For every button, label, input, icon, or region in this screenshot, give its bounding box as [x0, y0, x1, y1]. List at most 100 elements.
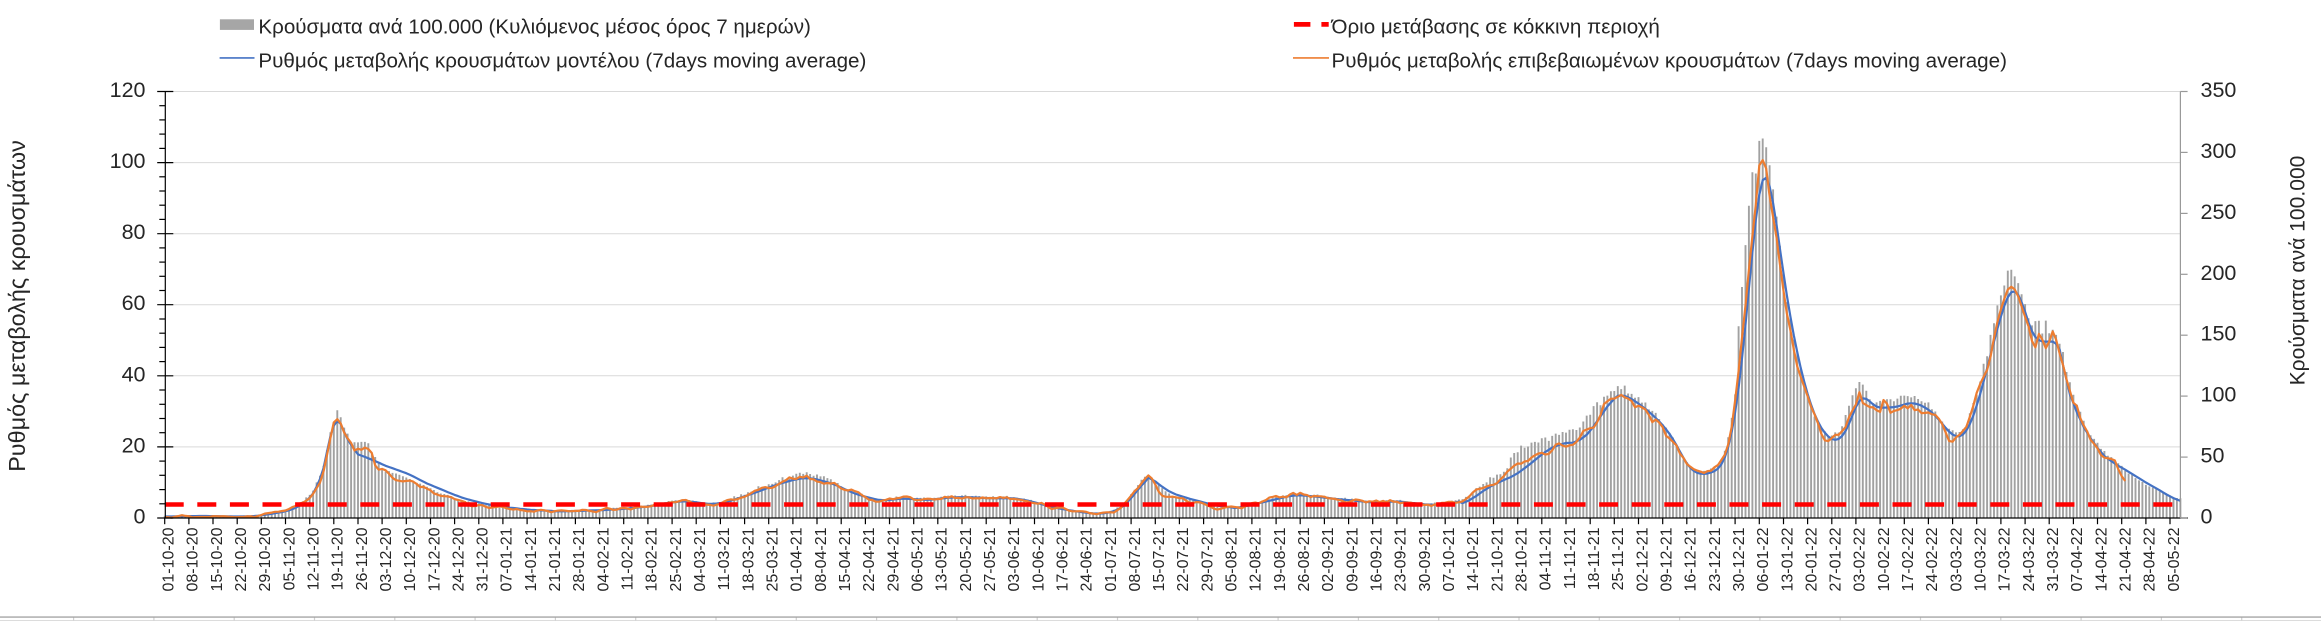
svg-text:11-02-21: 11-02-21: [620, 527, 637, 590]
svg-text:05-05-22: 05-05-22: [2166, 527, 2183, 591]
svg-text:22-10-20: 22-10-20: [233, 527, 250, 591]
svg-text:12-11-20: 12-11-20: [306, 527, 323, 590]
svg-text:05-08-21: 05-08-21: [1224, 527, 1241, 591]
svg-text:21-10-21: 21-10-21: [1489, 527, 1506, 591]
svg-text:100: 100: [2201, 383, 2237, 407]
svg-text:21-01-21: 21-01-21: [547, 527, 564, 591]
svg-text:20-05-21: 20-05-21: [958, 527, 975, 591]
svg-text:03-12-20: 03-12-20: [378, 527, 395, 591]
svg-text:03-06-21: 03-06-21: [1006, 527, 1023, 591]
svg-text:28-01-21: 28-01-21: [571, 527, 588, 591]
svg-text:22-07-21: 22-07-21: [1175, 527, 1192, 591]
svg-text:25-03-21: 25-03-21: [765, 527, 782, 591]
svg-text:14-01-21: 14-01-21: [523, 527, 540, 591]
svg-text:07-04-22: 07-04-22: [2069, 527, 2086, 591]
svg-text:18-02-21: 18-02-21: [644, 527, 661, 591]
svg-text:80: 80: [122, 220, 146, 244]
svg-text:31-03-22: 31-03-22: [2045, 527, 2062, 591]
svg-text:27-05-21: 27-05-21: [982, 527, 999, 591]
svg-text:20-01-22: 20-01-22: [1803, 527, 1820, 591]
svg-text:25-02-21: 25-02-21: [668, 527, 685, 591]
svg-text:19-08-21: 19-08-21: [1272, 527, 1289, 591]
svg-text:26-11-20: 26-11-20: [354, 527, 371, 590]
svg-text:10-02-22: 10-02-22: [1876, 527, 1893, 591]
svg-text:300: 300: [2201, 139, 2237, 163]
svg-text:17-12-20: 17-12-20: [426, 527, 443, 591]
svg-text:23-12-21: 23-12-21: [1707, 527, 1724, 591]
svg-text:09-09-21: 09-09-21: [1344, 527, 1361, 591]
svg-text:Κρούσματα ανά 100.000 (Κυλιόμε: Κρούσματα ανά 100.000 (Κυλιόμενος μέσος …: [258, 16, 810, 39]
svg-text:04-02-21: 04-02-21: [595, 527, 612, 591]
svg-text:0: 0: [2201, 505, 2213, 529]
svg-text:23-09-21: 23-09-21: [1393, 527, 1410, 591]
svg-text:29-10-20: 29-10-20: [257, 527, 274, 591]
svg-text:11-11-21: 11-11-21: [1562, 527, 1579, 589]
svg-text:24-02-22: 24-02-22: [1924, 527, 1941, 591]
svg-text:21-04-22: 21-04-22: [2118, 527, 2135, 591]
svg-text:15-10-20: 15-10-20: [209, 527, 226, 591]
svg-text:14-04-22: 14-04-22: [2093, 527, 2110, 591]
svg-text:17-02-22: 17-02-22: [1900, 527, 1917, 591]
svg-text:08-07-21: 08-07-21: [1127, 527, 1144, 591]
svg-text:250: 250: [2201, 200, 2237, 224]
svg-text:06-01-22: 06-01-22: [1755, 527, 1772, 591]
svg-text:28-10-21: 28-10-21: [1514, 527, 1531, 591]
svg-text:29-07-21: 29-07-21: [1199, 527, 1216, 591]
svg-text:22-04-21: 22-04-21: [861, 527, 878, 591]
svg-text:18-11-21: 18-11-21: [1586, 527, 1603, 590]
svg-text:16-09-21: 16-09-21: [1369, 527, 1386, 591]
svg-text:07-01-21: 07-01-21: [499, 527, 516, 591]
svg-text:0: 0: [134, 505, 146, 529]
svg-text:18-03-21: 18-03-21: [740, 527, 757, 591]
svg-text:25-11-21: 25-11-21: [1610, 527, 1627, 590]
svg-text:06-05-21: 06-05-21: [910, 527, 927, 591]
svg-text:03-02-22: 03-02-22: [1852, 527, 1869, 591]
svg-text:50: 50: [2201, 444, 2225, 468]
svg-text:30-09-21: 30-09-21: [1417, 527, 1434, 591]
svg-text:17-06-21: 17-06-21: [1054, 527, 1071, 591]
svg-text:01-10-20: 01-10-20: [161, 527, 178, 591]
svg-text:04-11-21: 04-11-21: [1538, 527, 1555, 590]
svg-text:03-03-22: 03-03-22: [1948, 527, 1965, 591]
svg-text:30-12-21: 30-12-21: [1731, 527, 1748, 591]
svg-text:350: 350: [2201, 78, 2237, 102]
svg-text:10-12-20: 10-12-20: [402, 527, 419, 591]
svg-text:40: 40: [122, 362, 146, 386]
svg-text:Όριο μετάβασης σε κόκκινη περι: Όριο μετάβασης σε κόκκινη περιοχή: [1331, 16, 1660, 39]
svg-text:60: 60: [122, 291, 146, 315]
svg-text:08-10-20: 08-10-20: [185, 527, 202, 591]
svg-text:200: 200: [2201, 261, 2237, 285]
svg-text:02-09-21: 02-09-21: [1320, 527, 1337, 591]
svg-text:02-12-21: 02-12-21: [1634, 527, 1651, 591]
svg-text:24-12-20: 24-12-20: [450, 527, 467, 591]
svg-text:Ρυθμός μεταβολής κρουσμάτων μο: Ρυθμός μεταβολής κρουσμάτων μοντέλου (7d…: [258, 49, 866, 72]
svg-text:10-03-22: 10-03-22: [1973, 527, 1990, 591]
svg-text:100: 100: [110, 149, 146, 173]
svg-text:Ρυθμός μεταβολής κρουσμάτων: Ρυθμός μεταβολής κρουσμάτων: [4, 140, 30, 472]
svg-text:13-05-21: 13-05-21: [934, 527, 951, 591]
svg-text:29-04-21: 29-04-21: [885, 527, 902, 591]
svg-text:17-03-22: 17-03-22: [1997, 527, 2014, 591]
svg-text:07-10-21: 07-10-21: [1441, 527, 1458, 591]
svg-text:24-03-22: 24-03-22: [2021, 527, 2038, 591]
svg-text:01-07-21: 01-07-21: [1103, 527, 1120, 591]
svg-text:14-10-21: 14-10-21: [1465, 527, 1482, 591]
svg-text:05-11-20: 05-11-20: [281, 527, 298, 590]
svg-text:Κρούσματα ανά 100.000: Κρούσματα ανά 100.000: [2287, 156, 2310, 386]
svg-text:19-11-20: 19-11-20: [330, 527, 347, 590]
svg-text:28-04-22: 28-04-22: [2142, 527, 2159, 591]
svg-text:04-03-21: 04-03-21: [692, 527, 709, 591]
svg-text:16-12-21: 16-12-21: [1683, 527, 1700, 591]
svg-text:09-12-21: 09-12-21: [1659, 527, 1676, 591]
svg-text:Ρυθμός μεταβολής επιβεβαιωμένω: Ρυθμός μεταβολής επιβεβαιωμένων κρουσμάτ…: [1332, 49, 2007, 72]
svg-text:150: 150: [2201, 322, 2237, 346]
svg-text:120: 120: [110, 78, 146, 102]
svg-text:01-04-21: 01-04-21: [789, 527, 806, 591]
svg-text:20: 20: [122, 433, 146, 457]
svg-text:13-01-22: 13-01-22: [1779, 527, 1796, 591]
svg-text:26-08-21: 26-08-21: [1296, 527, 1313, 591]
svg-text:12-08-21: 12-08-21: [1248, 527, 1265, 591]
svg-text:15-07-21: 15-07-21: [1151, 527, 1168, 591]
svg-text:15-04-21: 15-04-21: [837, 527, 854, 591]
svg-text:24-06-21: 24-06-21: [1079, 527, 1096, 591]
